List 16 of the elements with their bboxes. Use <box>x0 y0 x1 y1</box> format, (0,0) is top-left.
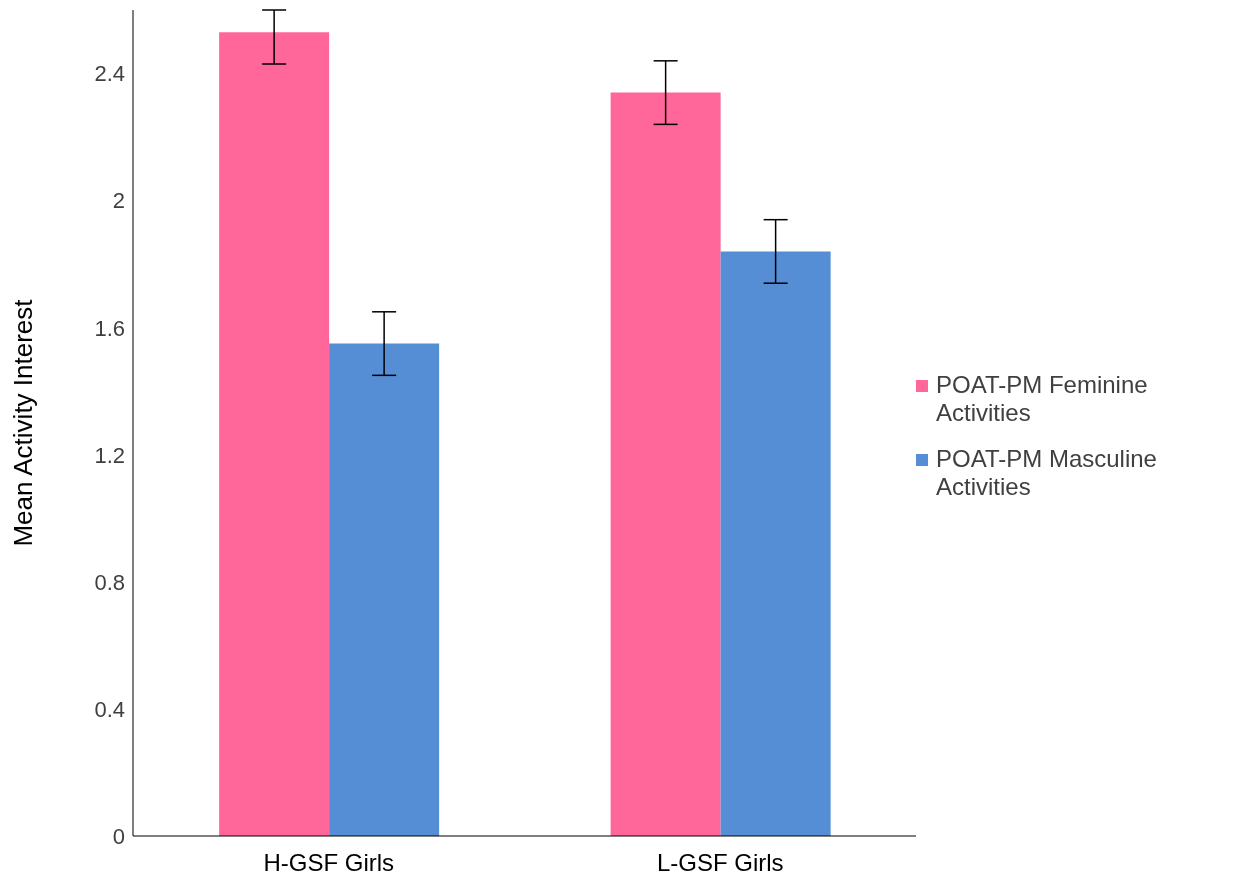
bar <box>720 251 831 836</box>
y-tick-label: 1.6 <box>94 315 125 341</box>
y-tick-label: 1.2 <box>94 442 125 468</box>
y-tick-label: 0.8 <box>94 569 125 595</box>
y-tick-label: 2 <box>112 188 125 214</box>
bar <box>610 92 721 836</box>
bar <box>219 32 330 836</box>
legend-label: POAT-PM Feminine Activities <box>936 371 1149 427</box>
y-tick-label: 2.4 <box>94 61 125 87</box>
y-tick-label: 0.4 <box>94 696 125 722</box>
bar <box>329 343 440 836</box>
y-axis-title: Mean Activity Interest <box>8 298 39 547</box>
x-tick-label: H-GSF Girls <box>263 849 395 877</box>
x-tick-label: L-GSF Girls <box>656 849 784 877</box>
legend-label: POAT-PM Masculine Activities <box>936 445 1158 501</box>
y-tick-label: 0 <box>112 823 125 849</box>
